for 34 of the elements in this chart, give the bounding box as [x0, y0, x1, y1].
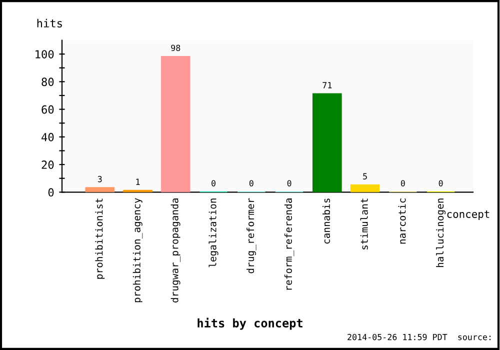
x-tick-label: prohibition_agency [132, 198, 143, 302]
bar [160, 56, 190, 192]
text: 2014-05-26 11:59 PDT source: [348, 334, 491, 340]
data-label: 0 [438, 180, 443, 186]
x-tick-label: drugwar_propaganda [170, 198, 180, 302]
x-tick-label: prohibitionist [95, 198, 105, 279]
bar [312, 93, 342, 192]
y-tick-label: 60 [42, 105, 54, 114]
y-axis-title: hits [37, 18, 62, 28]
x-tick-label: reform_referenda [284, 198, 294, 290]
y-tick-label: 0 [48, 188, 54, 197]
data-label: 1 [136, 178, 140, 185]
x-tick-label: narcotic [398, 198, 406, 244]
data-label: 0 [400, 180, 405, 186]
data-label: 0 [249, 180, 254, 186]
data-label: 71 [322, 82, 332, 88]
y-tick-label: 20 [42, 160, 54, 169]
data-label: 3 [98, 176, 102, 182]
bar [350, 184, 380, 192]
x-tick-label: drug_reformer [246, 198, 256, 274]
data-label: 0 [287, 180, 292, 186]
data-label: 98 [171, 44, 180, 52]
text: hits by concept [198, 318, 302, 330]
data-label: 0 [212, 180, 216, 186]
y-tick-label: 80 [42, 78, 54, 86]
bar [85, 187, 115, 192]
y-tick-label: 40 [42, 132, 54, 142]
y-tick-label: 100 [36, 50, 54, 58]
x-tick-label: cannabis [322, 198, 330, 244]
x-axis-title: concept [447, 210, 490, 220]
x-tick-label: legalization [208, 198, 218, 268]
x-tick-label: stimulant [360, 198, 368, 250]
data-label: 5 [363, 173, 367, 180]
x-tick-label: hallucinogen [436, 198, 446, 268]
